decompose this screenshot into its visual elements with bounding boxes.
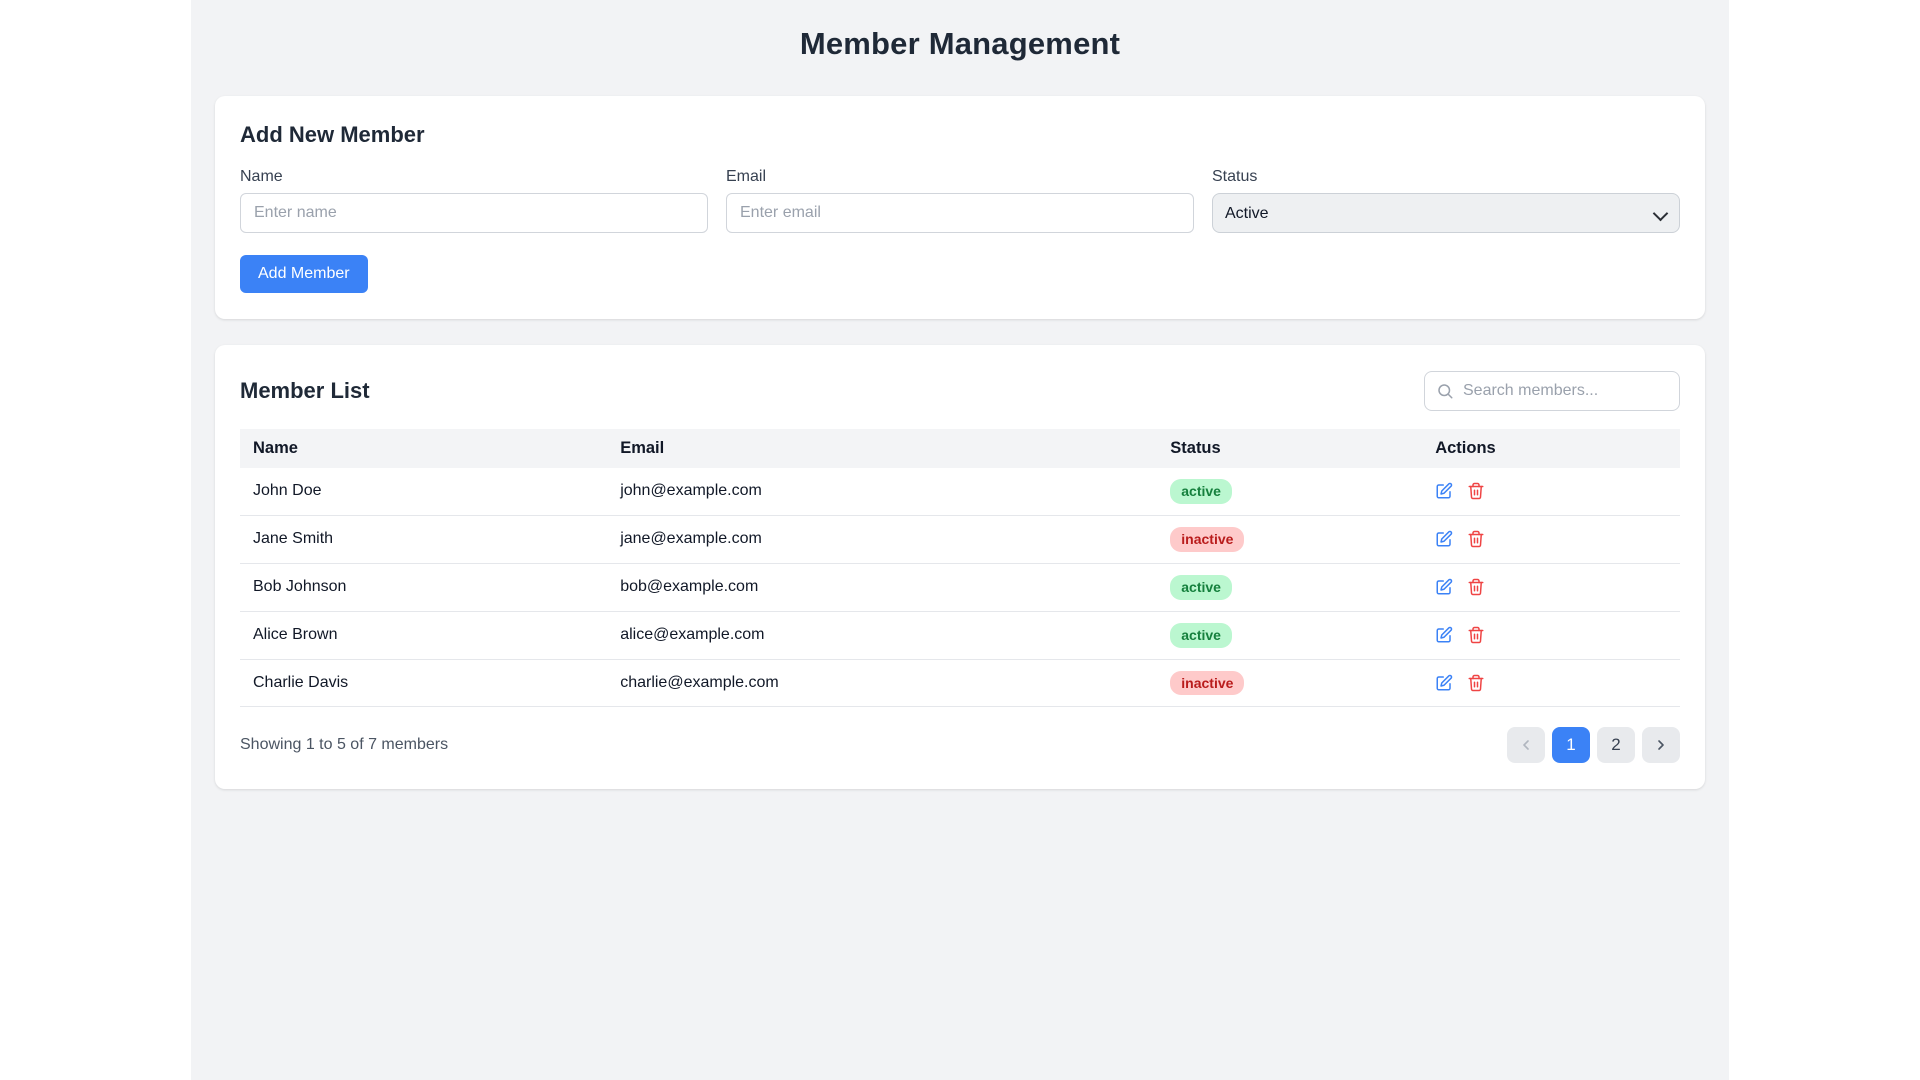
column-header-actions: Actions: [1422, 429, 1680, 468]
email-input[interactable]: [726, 193, 1194, 233]
add-member-button[interactable]: Add Member: [240, 255, 368, 293]
member-email: jane@example.com: [607, 515, 1158, 564]
trash-icon: [1468, 674, 1484, 692]
pagination-prev-button[interactable]: [1507, 727, 1545, 764]
member-name: Bob Johnson: [240, 563, 608, 612]
member-name: Charlie Davis: [240, 659, 608, 708]
search-wrap: [1424, 371, 1680, 411]
delete-button[interactable]: [1467, 530, 1485, 548]
member-email: charlie@example.com: [607, 659, 1158, 708]
add-member-card: Add New Member Name Email Status Active …: [215, 96, 1705, 319]
member-name: Jane Smith: [240, 515, 608, 564]
member-table-head: Name Email Status Actions: [240, 429, 1680, 468]
member-table-body: John Doe john@example.com active: [240, 468, 1680, 708]
status-label: Status: [1212, 168, 1258, 185]
trash-icon: [1468, 530, 1484, 548]
trash-icon: [1468, 483, 1484, 500]
app-container: Member Management Add New Member Name Em…: [191, 0, 1729, 1080]
delete-button[interactable]: [1467, 482, 1485, 500]
member-list-card: Member List Name Email Status Actions Jo…: [215, 345, 1705, 790]
name-field-group: Name: [240, 168, 708, 233]
chevron-left-icon: [1523, 740, 1529, 751]
name-label: Name: [240, 168, 283, 185]
member-name: Alice Brown: [240, 611, 608, 660]
edit-button[interactable]: [1435, 626, 1453, 644]
edit-icon: [1436, 674, 1453, 691]
trash-icon: [1468, 578, 1484, 596]
member-list-heading: Member List: [240, 378, 370, 403]
pagination-page-2[interactable]: 2: [1597, 727, 1635, 764]
edit-button[interactable]: [1435, 530, 1453, 548]
search-icon: [1438, 384, 1453, 399]
status-select-wrap: Active: [1212, 193, 1680, 233]
status-badge: inactive: [1170, 526, 1245, 552]
member-email: john@example.com: [607, 468, 1158, 516]
member-email: alice@example.com: [607, 611, 1158, 660]
table-row: Alice Brown alice@example.com active: [240, 611, 1680, 660]
table-row: Bob Johnson bob@example.com active: [240, 563, 1680, 612]
email-field-group: Email: [726, 168, 1194, 233]
table-row: Charlie Davis charlie@example.com inacti…: [240, 659, 1680, 708]
trash-icon: [1468, 626, 1484, 644]
member-email: bob@example.com: [607, 563, 1158, 612]
delete-button[interactable]: [1467, 674, 1485, 692]
add-member-heading: Add New Member: [240, 122, 425, 147]
edit-icon: [1436, 530, 1453, 547]
column-header-email: Email: [607, 429, 1158, 468]
page-title: Member Management: [799, 26, 1121, 61]
add-member-form: Name Email Status Active: [240, 168, 1680, 233]
delete-button[interactable]: [1467, 626, 1485, 644]
edit-button[interactable]: [1435, 578, 1453, 596]
name-input[interactable]: [240, 193, 708, 233]
edit-button[interactable]: [1435, 674, 1453, 692]
edit-icon: [1436, 483, 1453, 499]
member-name: John Doe: [240, 468, 608, 516]
table-row: John Doe john@example.com active: [240, 468, 1680, 516]
edit-icon: [1436, 626, 1453, 643]
chevron-right-icon: [1658, 740, 1664, 751]
status-badge: active: [1170, 479, 1232, 504]
pagination-next-button[interactable]: [1642, 727, 1680, 764]
search-input[interactable]: [1424, 371, 1680, 411]
pagination-page-1[interactable]: 1: [1552, 727, 1590, 764]
member-list-header: Member List: [240, 371, 1680, 411]
column-header-name: Name: [240, 429, 608, 468]
status-badge: active: [1170, 574, 1232, 600]
email-label: Email: [726, 168, 767, 185]
edit-button[interactable]: [1435, 482, 1453, 500]
column-header-status: Status: [1157, 429, 1423, 468]
member-table: Name Email Status Actions John Doe john@…: [240, 429, 1680, 708]
status-select[interactable]: Active: [1212, 193, 1680, 233]
status-field-group: Status Active: [1212, 168, 1680, 233]
status-badge: active: [1170, 622, 1232, 648]
status-badge: inactive: [1170, 670, 1245, 696]
delete-button[interactable]: [1467, 578, 1485, 596]
edit-icon: [1436, 578, 1453, 595]
pagination-summary: Showing 1 to 5 of 7 members: [240, 736, 449, 754]
table-row: Jane Smith jane@example.com inactive: [240, 515, 1680, 564]
